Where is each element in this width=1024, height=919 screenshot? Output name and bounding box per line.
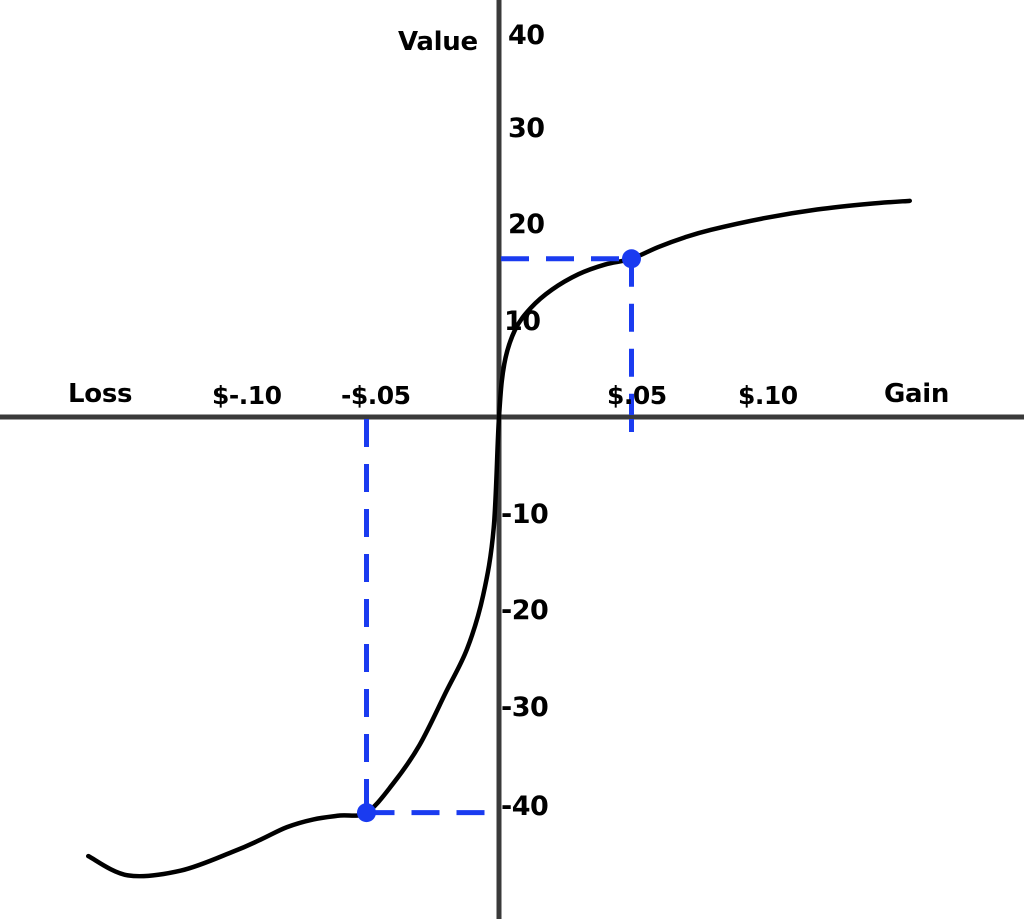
y-tick-label-neg-30: -30: [501, 692, 549, 723]
y-tick-label-neg-40: -40: [501, 791, 549, 822]
x-tick-label-pos-10cent: $.10: [738, 381, 798, 410]
loss-data-point-marker[interactable]: [357, 803, 376, 823]
x-tick-label-pos-5cent: $.05: [607, 381, 667, 410]
x-tick-label-neg-5cent: -$.05: [341, 381, 411, 410]
y-tick-label-30: 30: [508, 113, 545, 144]
gain-data-point-marker[interactable]: [622, 249, 641, 269]
y-tick-label-10: 10: [504, 306, 541, 337]
y-tick-label-40: 40: [508, 20, 545, 51]
y-tick-label-neg-20: -20: [501, 595, 549, 626]
x-tick-label-neg-10cent: $-.10: [212, 381, 282, 410]
y-tick-label-neg-10: -10: [501, 499, 549, 530]
value-function-curve: [86, 198, 912, 879]
x-axis-label-loss: Loss: [68, 379, 133, 409]
y-axis-title: Value: [398, 27, 478, 57]
x-axis-label-gain: Gain: [884, 379, 950, 409]
y-tick-label-20: 20: [508, 209, 545, 240]
